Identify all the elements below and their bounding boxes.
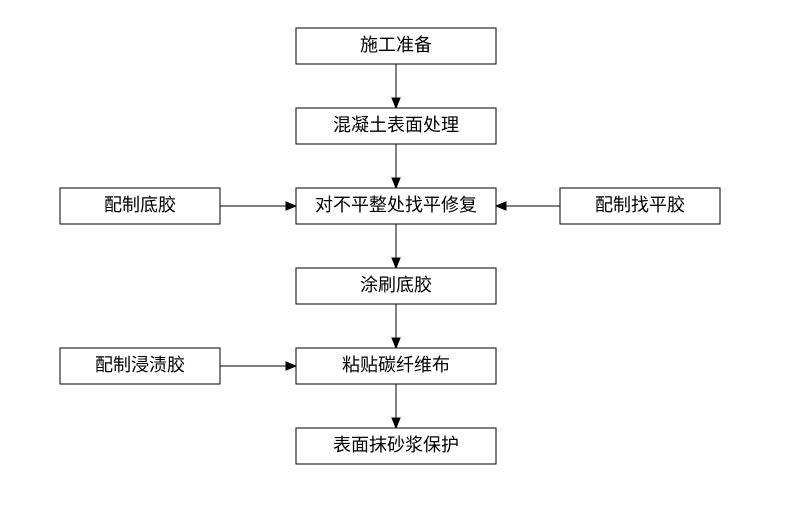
flow-node-label: 涂刷底胶 xyxy=(360,275,432,295)
arrowhead xyxy=(392,98,400,108)
arrowhead xyxy=(286,202,296,210)
arrowhead xyxy=(392,338,400,348)
flow-node-label: 混凝土表面处理 xyxy=(333,115,459,135)
flow-node-n2r: 配制找平胶 xyxy=(560,188,720,224)
flow-node-n2: 对不平整处找平修复 xyxy=(296,188,496,224)
flow-node-n2l: 配制底胶 xyxy=(60,188,220,224)
flow-node-label: 施工准备 xyxy=(360,35,432,55)
flow-node-label: 配制浸渍胶 xyxy=(95,355,185,375)
arrowhead xyxy=(286,362,296,370)
flow-node-label: 粘贴碳纤维布 xyxy=(342,355,450,375)
flow-node-n3: 涂刷底胶 xyxy=(296,268,496,304)
arrowhead xyxy=(392,178,400,188)
flow-node-n4l: 配制浸渍胶 xyxy=(60,348,220,384)
flow-node-label: 配制找平胶 xyxy=(595,195,685,215)
arrowhead xyxy=(496,202,506,210)
flow-node-label: 对不平整处找平修复 xyxy=(315,195,477,215)
flow-node-label: 表面抹砂浆保护 xyxy=(333,435,459,455)
flow-node-n0: 施工准备 xyxy=(296,28,496,64)
arrowhead xyxy=(392,258,400,268)
flow-node-n4: 粘贴碳纤维布 xyxy=(296,348,496,384)
flow-node-n1: 混凝土表面处理 xyxy=(296,108,496,144)
arrowhead xyxy=(392,418,400,428)
flow-node-n5: 表面抹砂浆保护 xyxy=(296,428,496,464)
flow-node-label: 配制底胶 xyxy=(104,195,176,215)
